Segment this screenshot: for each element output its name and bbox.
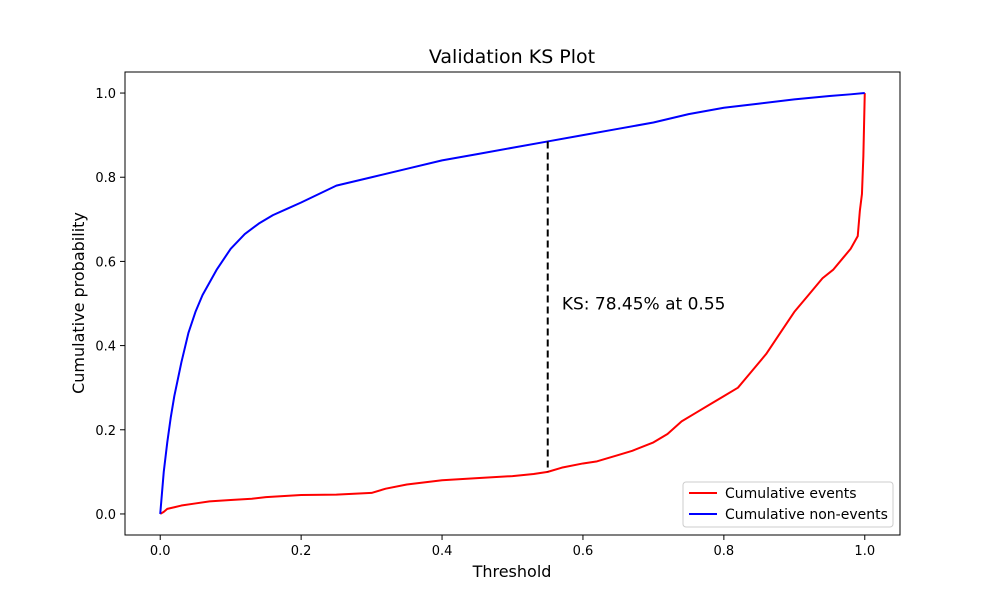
y-axis-label: Cumulative probability: [69, 212, 88, 394]
y-tick-label: 1.0: [95, 87, 116, 102]
y-tick-label: 0.4: [95, 340, 116, 355]
x-tick-label: 1.0: [854, 544, 875, 559]
x-tick-label: 0.6: [573, 544, 594, 559]
y-tick-label: 0.2: [95, 424, 116, 439]
series-line-events: [159, 93, 866, 515]
ks-annotation: KS: 78.45% at 0.55: [562, 295, 726, 315]
axes-frame: [124, 71, 901, 536]
legend: Cumulative events Cumulative non-events: [682, 481, 894, 528]
legend-label-events: Cumulative events: [725, 486, 857, 502]
chart-title: Validation KS Plot: [429, 46, 595, 68]
x-tick-label: 0.8: [714, 544, 735, 559]
x-axis-label: Threshold: [472, 562, 552, 581]
series-line-non-events: [159, 92, 865, 515]
x-tick-label: 0.4: [432, 544, 453, 559]
plot-area: KS: 78.45% at 0.55 0.0 0.2 0.4 0.6 0.8 1.0 0.0 0…: [95, 71, 901, 559]
y-tick-label: 0.8: [95, 171, 116, 186]
x-tick-label: 0.0: [150, 544, 171, 559]
y-tick-label: 0.6: [95, 255, 116, 270]
legend-box: [682, 481, 894, 528]
legend-label-non-events: Cumulative non-events: [725, 507, 888, 523]
x-tick-label: 0.2: [291, 544, 312, 559]
y-tick-label: 0.0: [95, 508, 116, 523]
